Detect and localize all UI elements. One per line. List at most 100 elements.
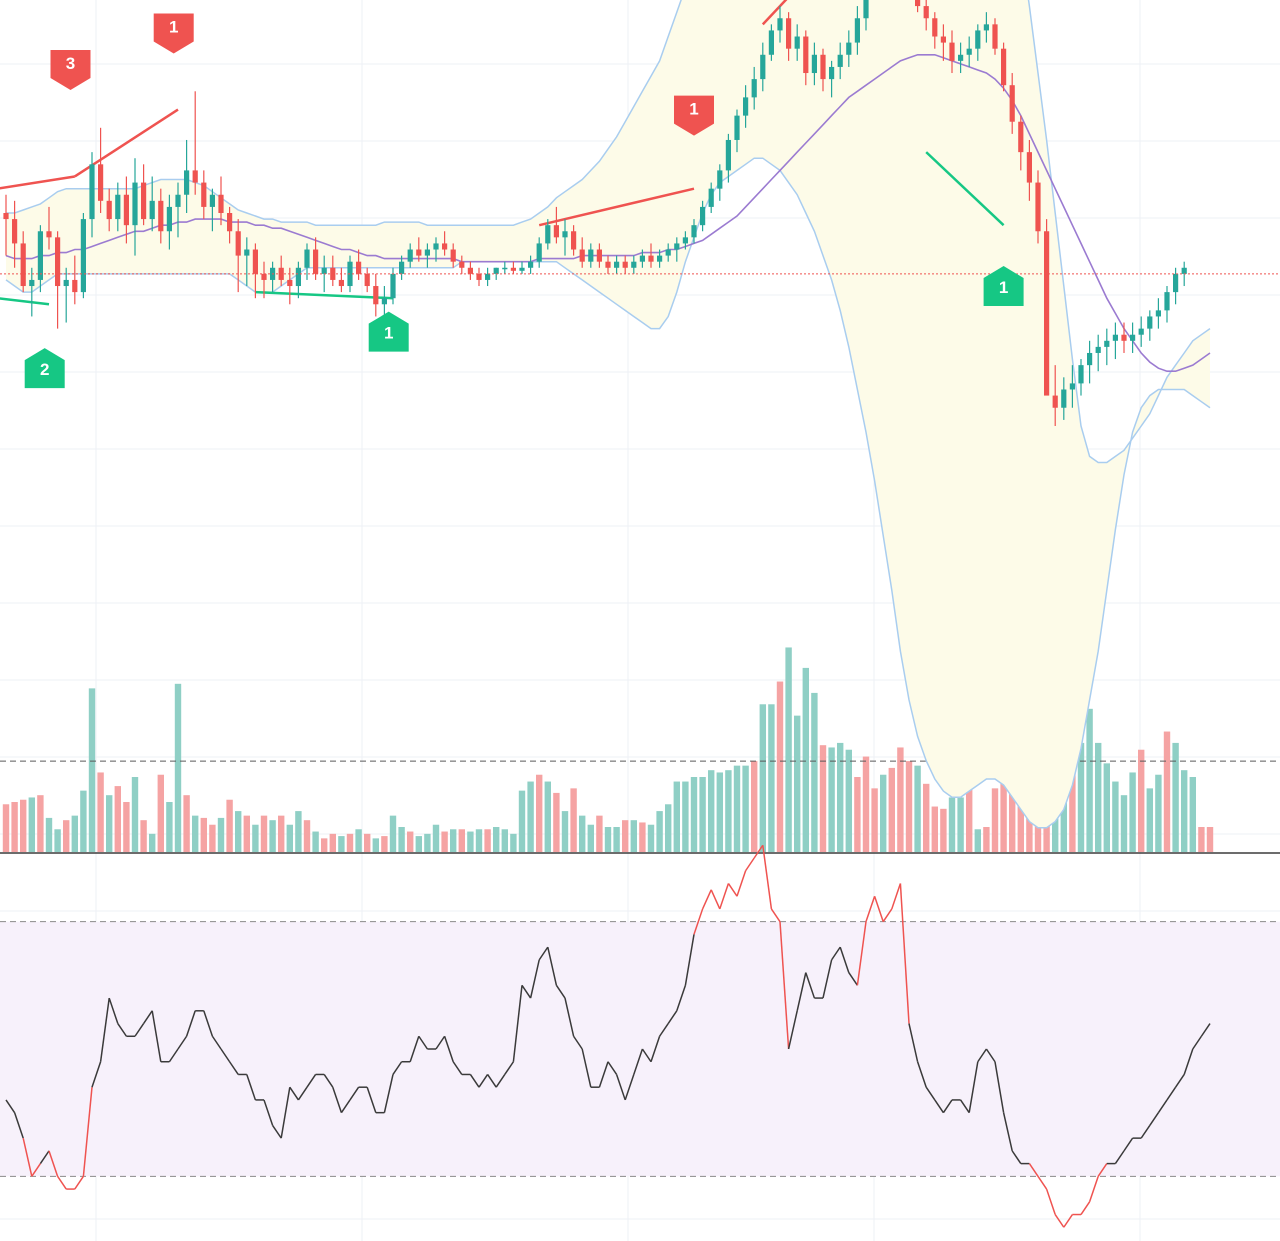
candle (442, 231, 448, 256)
candle (915, 0, 921, 13)
rsi-segment (633, 1048, 644, 1075)
rsi-segment (469, 1074, 480, 1088)
volume-bar (493, 827, 500, 852)
candle (648, 243, 654, 268)
candle-body (1112, 334, 1118, 341)
volume-bar (656, 811, 663, 852)
rsi-segment (289, 1086, 300, 1101)
candle (657, 249, 663, 268)
candle (502, 261, 508, 274)
volume-bar (338, 836, 345, 852)
signal-markers: 3 1 1 2 1 1 (24, 13, 1024, 389)
candle (536, 237, 542, 268)
rsi-segment (908, 1023, 919, 1062)
candle (261, 261, 267, 299)
volume-bar (888, 767, 895, 852)
volume-bar (174, 683, 182, 852)
rsi-segment (1157, 1099, 1168, 1114)
rsi-segment (22, 1137, 33, 1177)
candle (1026, 139, 1032, 201)
candle (768, 24, 774, 61)
rsi-segment (203, 1010, 214, 1037)
volume-bar (295, 811, 302, 852)
rsi-segment (392, 1061, 403, 1075)
volume-bar (424, 833, 431, 852)
rsi-segment (151, 1010, 162, 1062)
rsi-segment (82, 1087, 93, 1177)
rsi-segment (521, 984, 532, 999)
rsi-segment (753, 844, 764, 859)
rsi-segment (994, 1061, 1005, 1113)
candle-body (622, 261, 628, 268)
candle-body (106, 200, 112, 220)
candle (304, 243, 310, 280)
candle (528, 255, 534, 274)
candle (235, 219, 241, 293)
rsi-segment (667, 1010, 678, 1024)
candle (588, 243, 594, 268)
volume-bar (243, 815, 250, 852)
candle (562, 219, 568, 256)
volume-bar (1103, 763, 1110, 852)
candle-body (390, 273, 396, 299)
rsi-segment (349, 1086, 360, 1101)
rsi-segment (443, 1036, 454, 1062)
candle-body (123, 194, 129, 226)
volume-bar (871, 788, 878, 852)
rsi-segment (332, 1086, 343, 1113)
candle (356, 249, 362, 280)
candle-body (261, 273, 267, 280)
candle-body (553, 225, 559, 238)
rsi-segment (925, 1086, 936, 1101)
volume-bar (845, 749, 852, 852)
volume-bar (527, 781, 534, 852)
candle (545, 219, 551, 250)
volume-bar (630, 820, 637, 852)
rsi-segment (435, 1035, 446, 1050)
rsi-segment (796, 972, 807, 1011)
bull-signal-marker: 2 (24, 348, 65, 389)
volume-bar (940, 808, 947, 852)
candle-body (37, 231, 43, 280)
rsi-segment (1200, 1023, 1211, 1037)
rsi-segment (220, 1048, 231, 1063)
candle-body (854, 18, 860, 43)
candle-body (579, 249, 585, 262)
volume-bar (11, 802, 18, 852)
volume-bar (484, 829, 491, 852)
candle (20, 231, 26, 293)
volume-bar (467, 831, 474, 852)
candle (820, 48, 826, 92)
rsi-segment (701, 889, 712, 910)
candle-body (734, 115, 740, 140)
rsi-segment (366, 1086, 377, 1113)
candle-body (958, 54, 964, 61)
candle-body (29, 279, 35, 287)
candle-body (820, 54, 826, 80)
rsi-segment (779, 921, 790, 1050)
candle-body (1173, 273, 1179, 293)
candle (682, 231, 688, 250)
rsi-segment (848, 972, 859, 986)
volume-bar (708, 770, 715, 852)
volume-bar (183, 795, 190, 852)
rsi-segment (547, 946, 558, 986)
candle (519, 261, 525, 274)
candle (1155, 298, 1161, 329)
candle-body (1138, 328, 1144, 335)
candle-body (571, 231, 577, 250)
rsi-segment (676, 985, 687, 1012)
candle-body (588, 249, 594, 262)
volume-bar (321, 838, 328, 852)
candle-body (98, 164, 104, 201)
resistance-trendline (761, 0, 788, 26)
support-trendline (255, 290, 394, 300)
rsi-segment (805, 972, 816, 999)
volume-bar (613, 827, 620, 852)
rsi-segment (977, 1048, 988, 1063)
candle-body (803, 36, 809, 74)
candle-body (777, 18, 783, 31)
volume-bar (441, 831, 448, 852)
volume-bar (673, 781, 680, 852)
rsi-segment (99, 997, 110, 1062)
